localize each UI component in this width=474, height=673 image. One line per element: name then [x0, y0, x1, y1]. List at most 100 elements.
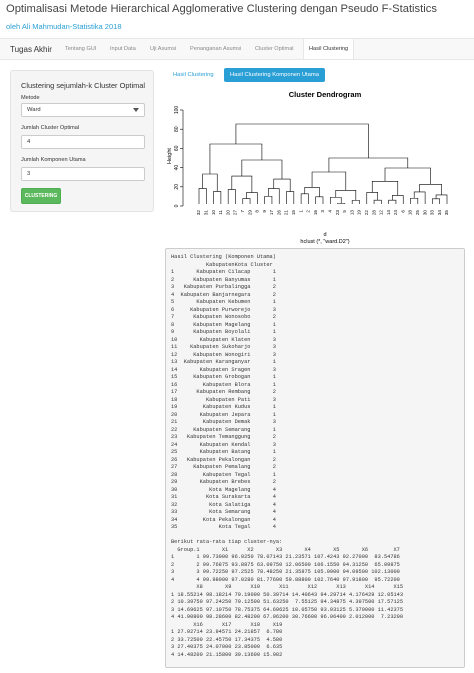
leaf-label: 12 [379, 210, 384, 216]
output-line: 2 2 99.76875 93.8875 63.09750 12.06500 1… [171, 561, 400, 568]
output-line: 19 Kabupaten Kudus 1 [171, 404, 276, 410]
leaf-label: 22 [364, 210, 369, 216]
output-line: 21 Kabupaten Demak 3 [171, 419, 276, 425]
leaf-label: 30 [422, 210, 427, 216]
x-axis-label: d [323, 232, 326, 238]
leaf-label: 15 [291, 210, 296, 216]
output-line: 12 Kabupaten Wonogiri 3 [171, 351, 276, 358]
output-line: 35 Kota Tegal 4 [171, 524, 276, 530]
leaf-label: 35 [444, 210, 449, 216]
leaf-label: 6 [400, 210, 405, 213]
output-line: 2 Kabupaten Banyumas 1 [171, 276, 276, 283]
navbar: Tugas Akhir Tentang GUI Input Data Uji Asu… [0, 38, 474, 60]
leaf-label: 32 [196, 210, 201, 216]
output-line: 29 Kabupaten Brebes 2 [171, 479, 276, 485]
y-axis-label: Height [167, 148, 173, 164]
y-tick-label: 20 [174, 184, 180, 190]
nav-tab[interactable]: Uji Asumsi [150, 46, 177, 52]
output-line: 16 Kabupaten Blora 1 [171, 381, 276, 388]
output-line: KabupatenKota Cluster [171, 261, 273, 268]
output-line: 1 1 99.73000 96.9250 78.07143 21.23571 1… [171, 554, 400, 560]
leaf-label: 20 [225, 210, 230, 216]
y-tick-label: 100 [174, 106, 180, 115]
output-line: 17 Kabupaten Rembang 2 [171, 389, 276, 395]
method-value: Ward [27, 107, 41, 113]
leaf-label: 21 [284, 210, 289, 216]
leaf-label: 1 [298, 210, 303, 213]
output-line: 27 Kabupaten Pemalang 2 [171, 464, 276, 470]
y-tick-label: 40 [174, 165, 180, 171]
output-line: 6 Kabupaten Purworejo 3 [171, 306, 276, 313]
leaf-label: 14 [386, 210, 391, 216]
output-line: 23 Kabupaten Temanggung 2 [171, 434, 276, 440]
output-line: 18 Kabupaten Pati 3 [171, 396, 276, 403]
output-line: 3 Kabupaten Purbalingga 2 [171, 284, 276, 290]
output-line: 11 Kabupaten Sukoharjo 3 [171, 344, 276, 350]
nav-tab[interactable]: Input Data [110, 46, 136, 52]
sidebar-heading: Clustering sejumlah-k Cluster Optimal [21, 81, 146, 90]
app-subtitle: oleh Ali Mahmudan-Statistika 2018 [6, 22, 122, 31]
k-input[interactable]: 4 [21, 135, 145, 149]
leaf-label: 29 [247, 210, 252, 216]
nav-tab[interactable]: Tentang GUI [65, 46, 97, 52]
nav-tab[interactable]: Penanganan Asumsi [190, 46, 242, 52]
output-line: 14 Kabupaten Sragen 3 [171, 366, 276, 373]
output-line: 20 Kabupaten Jepara 1 [171, 411, 276, 418]
leaf-label: 16 [313, 210, 318, 216]
leaf-label: 9 [262, 210, 267, 213]
output-line: 32 Kota Salatiga 4 [171, 501, 276, 508]
plot-title: Cluster Dendrogram [289, 90, 362, 99]
leaf-label: 25 [415, 210, 420, 216]
leaf-label: 4 [328, 210, 333, 213]
output-line: 2 33.72500 22.45750 17.34375 4.580 [171, 636, 283, 643]
output-line: 34 Kota Pekalongan 4 [171, 516, 276, 523]
output-line: Group.1 X1 X2 X3 X4 X5 X6 X7 [171, 546, 400, 553]
output-line: 2 10.39750 97.24250 79.12500 51.63250 7.… [171, 599, 404, 605]
output-line: 33 Kota Semarang 4 [171, 509, 276, 515]
output-line: 7 Kabupaten Wonosobo 2 [171, 314, 276, 320]
output-line: 22 Kabupaten Semarang 1 [171, 426, 276, 433]
dendrogram: Cluster Dendrogram Height d hclust (*, "… [167, 90, 449, 245]
app-title: Optimalisasi Metode Hierarchical Agglome… [6, 3, 437, 15]
navbar-brand[interactable]: Tugas Akhir [10, 45, 52, 54]
y-tick-label: 60 [174, 145, 180, 151]
output-line: 24 Kabupaten Kendal 3 [171, 441, 276, 448]
output-line: 9 Kabupaten Boyolali 1 [171, 329, 276, 335]
caret [133, 108, 139, 112]
output-line: 3 27.40375 24.07000 23.85000 6.635 [171, 644, 283, 650]
leaf-label: 27 [233, 210, 238, 216]
y-tick-label: 0 [174, 204, 180, 207]
output-line: 1 Kabupaten Cilacap 1 [171, 269, 276, 275]
leaf-label: 24 [393, 210, 398, 216]
leaf-label: 17 [269, 210, 274, 216]
nav-tab[interactable]: Hasil Clustering [303, 39, 355, 59]
output-line: 28 Kabupaten Tegal 1 [171, 471, 276, 478]
leaf-label: 10 [211, 210, 216, 216]
output-line: 10 Kabupaten Klaten 3 [171, 336, 276, 343]
output-line: 15 Kabupaten Grobogan 1 [171, 374, 276, 380]
method-select[interactable]: Ward [21, 103, 145, 117]
output-line: 4 Kabupaten Banjarnegara 2 [171, 291, 276, 298]
clustering-button[interactable]: CLUSTERING [21, 188, 61, 204]
output-line: 5 Kabupaten Kebumen 1 [171, 299, 276, 305]
content-tab[interactable]: Hasil Clustering [173, 72, 214, 78]
output-line: Berikut rata-rata tiap cluster-nya: [171, 539, 283, 545]
output-line: Hasil Clustering (Komponen Utama) [171, 254, 276, 260]
k-label: Jumlah Cluster Optimal [21, 125, 80, 131]
content-tab[interactable]: Hasil Clustering Komponen Utama [224, 68, 325, 82]
pc-input[interactable]: 3 [21, 167, 145, 181]
nav-tab[interactable]: Cluster Optimal [255, 46, 294, 52]
x-axis-sub: hclust (*, "ward.D2") [300, 239, 349, 245]
output-line: 3 14.69625 97.10750 78.75375 64.69625 10… [171, 606, 404, 613]
output-line: 1 18.55214 98.18214 79.19000 50.39714 14… [171, 591, 404, 598]
output-line: 4 41.90800 98.28600 82.48200 67.06200 30… [171, 614, 404, 620]
output-line: 13 Kabupaten Karanganyar 1 [171, 359, 276, 365]
output-line: 1 27.92714 23.94571 24.21857 6.780 [171, 629, 283, 635]
leaf-label: 11 [218, 210, 223, 215]
text-output: Hasil Clustering (Komponen Utama) Kabupa… [165, 248, 465, 668]
leaf-label: 3 [320, 210, 325, 213]
leaf-label: 18 [408, 210, 413, 216]
output-line: 4 14.48200 21.15800 39.13600 15.982 [171, 651, 283, 658]
output-line: 26 Kabupaten Pekalongan 2 [171, 456, 276, 463]
